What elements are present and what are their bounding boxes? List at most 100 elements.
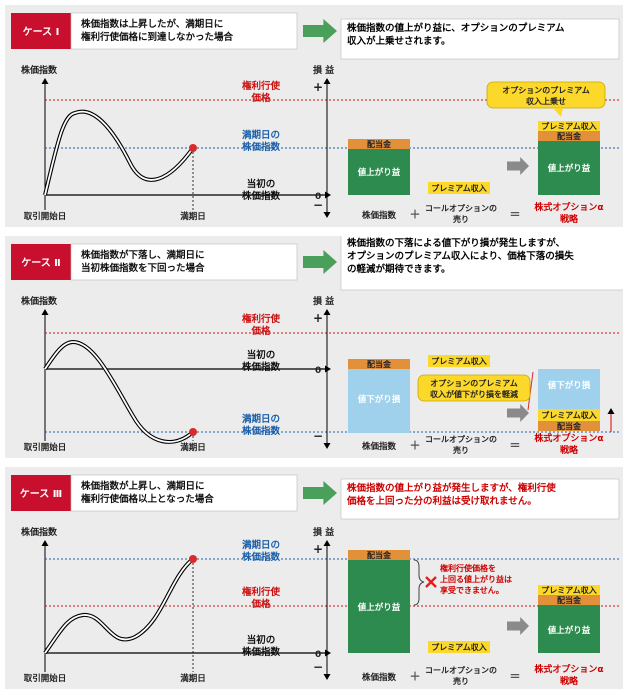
price-path-inner bbox=[44, 110, 194, 196]
stack-dividend-bar bbox=[538, 131, 600, 141]
expiry-point-marker bbox=[189, 428, 197, 436]
stack-dividend-label: 配当金 bbox=[557, 421, 582, 431]
dividend-label: 配当金 bbox=[367, 359, 392, 369]
caption-alpha-strategy-line-0: 株式オプションα bbox=[534, 201, 603, 213]
header-arrow bbox=[303, 250, 337, 274]
plus-sign: + bbox=[313, 80, 323, 94]
result-arrow bbox=[507, 157, 529, 175]
premium-bar bbox=[428, 355, 490, 367]
callout-text-line-1: 収入が値下がり損を軽減 bbox=[430, 389, 518, 399]
expiry-point-marker bbox=[189, 555, 197, 563]
stack-dividend-label: 配当金 bbox=[557, 131, 582, 141]
line-label-strike-line-1: 価格 bbox=[250, 325, 271, 337]
result-arrow bbox=[507, 617, 529, 635]
stack-loss-bar bbox=[538, 369, 600, 409]
expiry-point-marker bbox=[189, 144, 197, 152]
line-label-initial-line-1: 株価指数 bbox=[242, 361, 281, 373]
x-label-start: 取引開始日 bbox=[24, 442, 67, 453]
baseline-arrow bbox=[325, 649, 331, 657]
baseline-arrow bbox=[325, 191, 331, 199]
stack-gain-label: 値上がり益 bbox=[547, 163, 591, 174]
case-description-line-0: 株価指数が上昇し、満期日に bbox=[81, 480, 205, 492]
x-label-end: 満期日 bbox=[180, 673, 206, 684]
line-label-initial-line-1: 株価指数 bbox=[242, 646, 281, 658]
blocked-x-icon bbox=[425, 576, 437, 588]
stack-gain-bar bbox=[538, 605, 600, 653]
line-label-strike-line-0: 権利行使 bbox=[242, 586, 281, 598]
case-description-line-1: 権利行使価格に到達しなかった場合 bbox=[81, 31, 234, 43]
stack-premium-bar bbox=[538, 585, 600, 595]
pl-y-axis-arrow-up bbox=[323, 78, 331, 84]
x-label-start: 取引開始日 bbox=[24, 673, 67, 684]
case-badge bbox=[11, 13, 71, 49]
case-3-panel: ケース Ⅲ 株価指数が上昇し、満期日に 権利行使価格以上となった場合 株価指数の値上が… bbox=[5, 467, 623, 689]
left-y-axis-arrow bbox=[41, 78, 49, 84]
excess-gain-brace bbox=[413, 559, 425, 606]
x-label-start: 取引開始日 bbox=[24, 211, 67, 222]
price-path-outer bbox=[43, 109, 195, 196]
price-path-inner bbox=[44, 558, 194, 654]
gain-bar bbox=[348, 560, 410, 653]
dividend-bar bbox=[348, 139, 410, 149]
line-label-expiry-line-0: 満期日の bbox=[242, 539, 280, 551]
stack-dividend-bar bbox=[538, 595, 600, 605]
result-text-line-2: の軽減が期待できます。 bbox=[347, 263, 451, 275]
result-text-line-0: 株価指数の下落による値下がり損が発生しますが、 bbox=[347, 237, 565, 249]
premium-label: プレミアム収入 bbox=[431, 356, 486, 366]
caption-call-option-line-1: 売り bbox=[453, 445, 469, 455]
result-text-line-1: オプションのプレミアム収入により、価格下落の損失 bbox=[347, 250, 574, 262]
case-description-line-0: 株価指数は上昇したが、満期日に bbox=[81, 18, 223, 30]
stack-premium-bar bbox=[538, 409, 600, 421]
line-label-expiry-line-1: 株価指数 bbox=[242, 141, 281, 153]
operator-equals: ＝ bbox=[510, 670, 521, 683]
left-axis-title: 株価指数 bbox=[21, 295, 58, 307]
case-description-box bbox=[70, 474, 298, 512]
callout-leader bbox=[527, 371, 534, 411]
case-badge bbox=[11, 475, 71, 511]
caption-call-option-line-1: 売り bbox=[453, 214, 469, 224]
operator-plus: ＋ bbox=[410, 439, 421, 452]
blocked-gain-note-line-2: 享受できません。 bbox=[440, 585, 504, 595]
stack-dividend-label: 配当金 bbox=[557, 595, 582, 605]
result-text-line-0: 株価指数の値上がり益が発生しますが、権利行使 bbox=[347, 482, 556, 494]
caption-index: 株価指数 bbox=[362, 210, 397, 221]
dividend-label: 配当金 bbox=[367, 139, 392, 149]
operator-plus: ＋ bbox=[410, 208, 421, 221]
caption-index: 株価指数 bbox=[362, 441, 397, 452]
line-label-initial-line-1: 株価指数 bbox=[242, 190, 281, 202]
line-label-strike-line-0: 権利行使 bbox=[242, 80, 281, 92]
left-axis-title: 株価指数 bbox=[21, 64, 58, 76]
case-description-box bbox=[70, 12, 298, 50]
caption-alpha-strategy-line-0: 株式オプションα bbox=[534, 432, 603, 444]
caption-call-option-line-1: 売り bbox=[453, 676, 469, 686]
line-label-initial-line-0: 当初の bbox=[247, 634, 276, 646]
left-axis-title: 株価指数 bbox=[21, 526, 58, 538]
pl-y-axis-arrow-down bbox=[323, 212, 331, 218]
case-badge-label: ケース Ⅰ bbox=[23, 26, 60, 38]
caption-alpha-strategy-line-1: 戦略 bbox=[560, 675, 579, 687]
plus-sign: + bbox=[313, 311, 323, 325]
header-arrow bbox=[303, 19, 337, 43]
gain-label: 値上がり益 bbox=[357, 167, 401, 178]
pl-axis-title: 損 益 bbox=[313, 295, 334, 307]
loss-label: 値下がり損 bbox=[357, 394, 401, 405]
line-label-initial-line-0: 当初の bbox=[247, 178, 276, 190]
callout-box bbox=[417, 374, 531, 402]
dividend-bar bbox=[348, 359, 410, 369]
stack-loss-label: 値下がり損 bbox=[547, 380, 591, 391]
stack-gain-label: 値上がり益 bbox=[547, 625, 591, 636]
result-box bbox=[340, 236, 623, 291]
premium-label: プレミアム収入 bbox=[431, 183, 486, 193]
case-badge-label: ケース Ⅲ bbox=[20, 488, 62, 500]
blocked-gain-note-line-1: 上回る値上がり益は bbox=[440, 574, 512, 584]
case-1-panel: ケース Ⅰ 株価指数は上昇したが、満期日に 権利行使価格に到達しなかった場合株価指数… bbox=[5, 5, 623, 227]
line-label-expiry-line-0: 満期日の bbox=[242, 129, 280, 141]
operator-equals: ＝ bbox=[510, 439, 521, 452]
zero-label: 0 bbox=[315, 650, 321, 660]
result-text-line-1: 収入が上乗せされます。 bbox=[347, 35, 451, 47]
line-label-initial-line-0: 当初の bbox=[247, 349, 276, 361]
left-y-axis-arrow bbox=[41, 309, 49, 315]
pl-y-axis-arrow-up bbox=[323, 309, 331, 315]
